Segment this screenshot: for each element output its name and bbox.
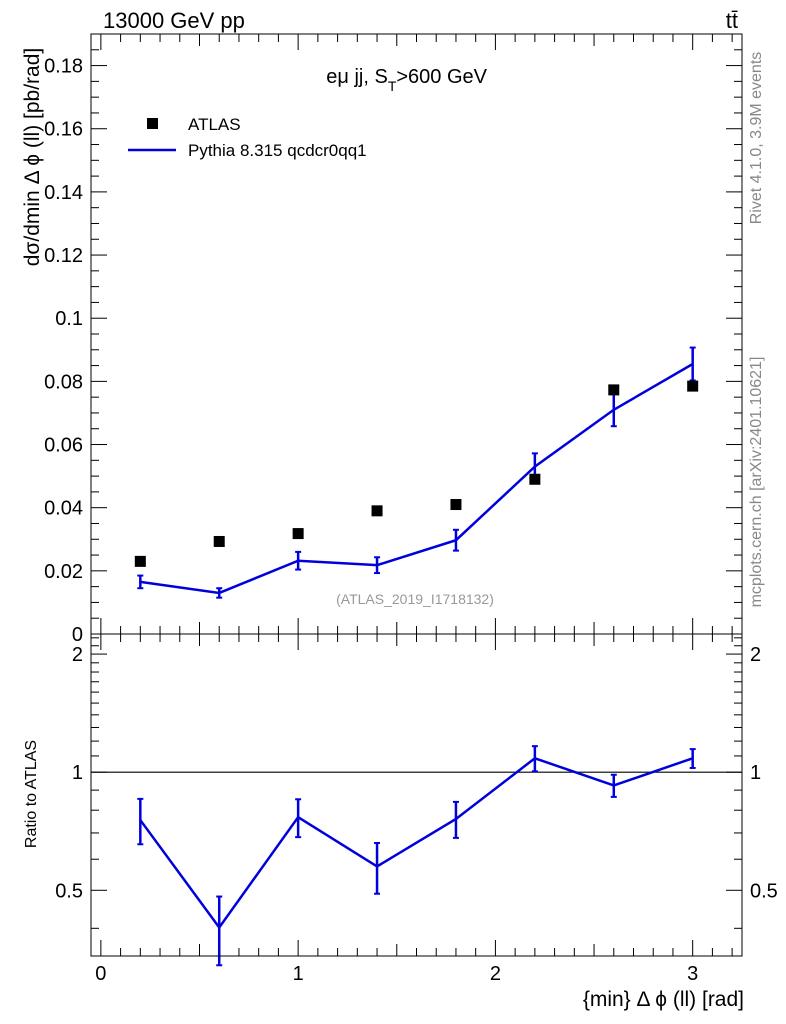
chart-title-subscript: T [388,78,397,94]
main-y-tick-label: 0.06 [44,435,83,457]
atlas-data-point [292,528,304,540]
atlas-data-point [529,473,541,485]
ratio-y-tick-label: 1 [72,762,83,784]
ratio-ticks [91,634,742,956]
main-series [134,346,699,599]
main-y-tick-label: 0.12 [44,245,83,267]
atlas-data-point [134,555,146,567]
ratio-frame [90,633,743,957]
atlas-data-point [608,384,620,396]
main-y-axis-label: dσ/dmin Δ ϕ (ll) [pb/rad] [21,48,44,267]
legend-pythia-label: Pythia 8.315 qcdcr0qq1 [188,141,367,160]
main-y-tick-label: 0.16 [44,119,83,141]
main-y-tick-label: 0.08 [44,371,83,393]
ratio-y-tick-label-right: 1 [750,762,761,784]
ratio-y-tick-label: 2 [72,644,83,666]
x-tick-label: 3 [687,963,698,985]
main-panel: 0 0.02 0.04 0.06 0.08 0.1 0.12 0.14 0.16 0.18 dσ/… [21,33,743,646]
x-tick-label: 1 [293,963,304,985]
header-right: tt̄ [726,8,738,33]
main-y-tick-label: 0.14 [44,182,83,204]
legend-atlas-marker [147,118,158,129]
main-ticks [91,33,742,635]
main-y-tick-label: 0.1 [55,308,83,330]
x-axis-label: {min} Δ ϕ (ll) [rad] [583,988,744,1011]
ratio-panel: 0.5 0.5 1 1 2 2 0 1 2 3 Ratio to ATLAS {min} Δ ϕ… [23,633,778,1011]
ratio-y-tick-label-right: 2 [750,644,761,666]
main-y-tick-label: 0.18 [44,56,83,78]
chart-title-end: >600 GeV [396,66,487,88]
main-y-tick-label: 0 [72,624,83,646]
analysis-annotation: (ATLAS_2019_I1718132) [336,591,494,607]
x-tick-label: 0 [95,963,106,985]
main-y-tick-labels: 0 0.02 0.04 0.06 0.08 0.1 0.12 0.14 0.16 0.18 [44,56,83,646]
main-y-tick-label: 0.04 [44,498,83,520]
ratio-y-tick-label: 0.5 [55,880,83,902]
chart-title-main: eμ jj, S [326,66,388,88]
x-tick-label: 2 [490,963,501,985]
atlas-data-point [687,380,699,392]
pythia-line [140,362,694,595]
ratio-series [91,745,742,967]
legend: ATLAS Pythia 8.315 qcdcr0qq1 [128,115,367,160]
ratio-y-tick-label-right: 0.5 [750,880,778,902]
atlas-data-point [371,505,383,517]
legend-atlas-label: ATLAS [188,115,241,134]
ratio-x-tick-labels: 0 1 2 3 [95,963,698,985]
ratio-y-tick-labels: 0.5 0.5 1 1 2 2 [55,644,778,902]
atlas-data-point [213,535,225,547]
source-label: mcplots.cern.ch [arXiv:2401.10621] [748,357,765,608]
atlas-data-point [450,499,462,511]
ratio-y-axis-label: Ratio to ATLAS [23,740,40,848]
header-left: 13000 GeV pp [103,8,245,33]
ratio-line [139,756,694,930]
rivet-version-label: Rivet 4.1.0, 3.9M events [748,52,765,225]
main-y-tick-label: 0.02 [44,561,83,583]
chart-title: eμ jj, ST>600 GeV [326,66,487,94]
